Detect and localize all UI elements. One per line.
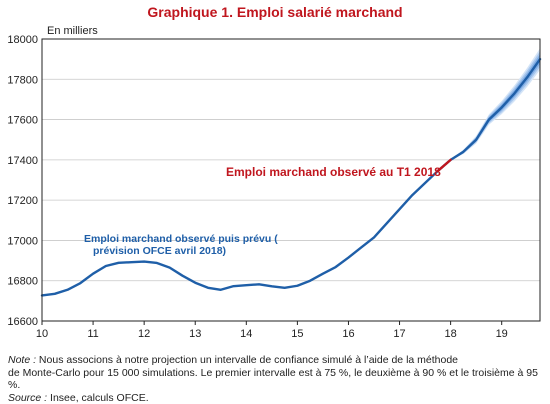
confidence-bands	[451, 48, 540, 160]
x-tick-label: 17	[393, 328, 405, 340]
x-tick-label: 13	[189, 328, 201, 340]
x-tick-label: 19	[496, 328, 508, 340]
source-text: Insee, calculs OFCE.	[47, 392, 149, 404]
x-tick-label: 15	[291, 328, 303, 340]
line-chart: 16600 16800 17000 17200 17400 17600 17800 18000…	[0, 0, 550, 350]
note-line-1: Note : Nous associons à notre projection…	[8, 354, 548, 367]
x-tick-label: 10	[36, 328, 48, 340]
annotation-forecast-line2: prévision OFCE avril 2018)	[93, 245, 226, 257]
x-tick-label: 11	[87, 328, 98, 340]
y-tick-label: 16600	[7, 316, 38, 328]
x-tick-label: 12	[138, 328, 150, 340]
y-axis-label: En milliers	[47, 25, 98, 37]
note-line-2: de Monte-Carlo pour 15 000 simulations. …	[8, 367, 548, 392]
y-tick-label: 17000	[7, 235, 38, 247]
x-tick-label: 14	[240, 328, 252, 340]
note-label: Note :	[8, 354, 36, 366]
plot-frame	[42, 39, 540, 321]
source-label: Source :	[8, 392, 47, 404]
y-tick-label: 18000	[7, 34, 38, 46]
chart-notes: Note : Nous associons à notre projection…	[8, 354, 548, 404]
y-tick-label: 16800	[7, 276, 38, 288]
y-tick-label: 17400	[7, 155, 38, 167]
note-text-1: Nous associons à notre projection un int…	[36, 354, 458, 366]
confidence-band-ci95	[451, 48, 540, 160]
source-line: Source : Insee, calculs OFCE.	[8, 392, 548, 404]
x-tick-label: 18	[444, 328, 456, 340]
annotation-observed-t1-2018: Emploi marchand observé au T1 2018	[226, 165, 441, 179]
y-tick-label: 17600	[7, 115, 38, 127]
x-tick-label: 16	[342, 328, 354, 340]
y-tick-label: 17800	[7, 74, 38, 86]
axes: 16600 16800 17000 17200 17400 17600 17800 18000…	[7, 34, 540, 340]
y-tick-label: 17200	[7, 195, 38, 207]
series-line-observed	[42, 160, 451, 296]
annotation-forecast-line1: Emploi marchand observé puis prévu (	[84, 233, 278, 245]
confidence-band-ci90	[451, 51, 540, 160]
